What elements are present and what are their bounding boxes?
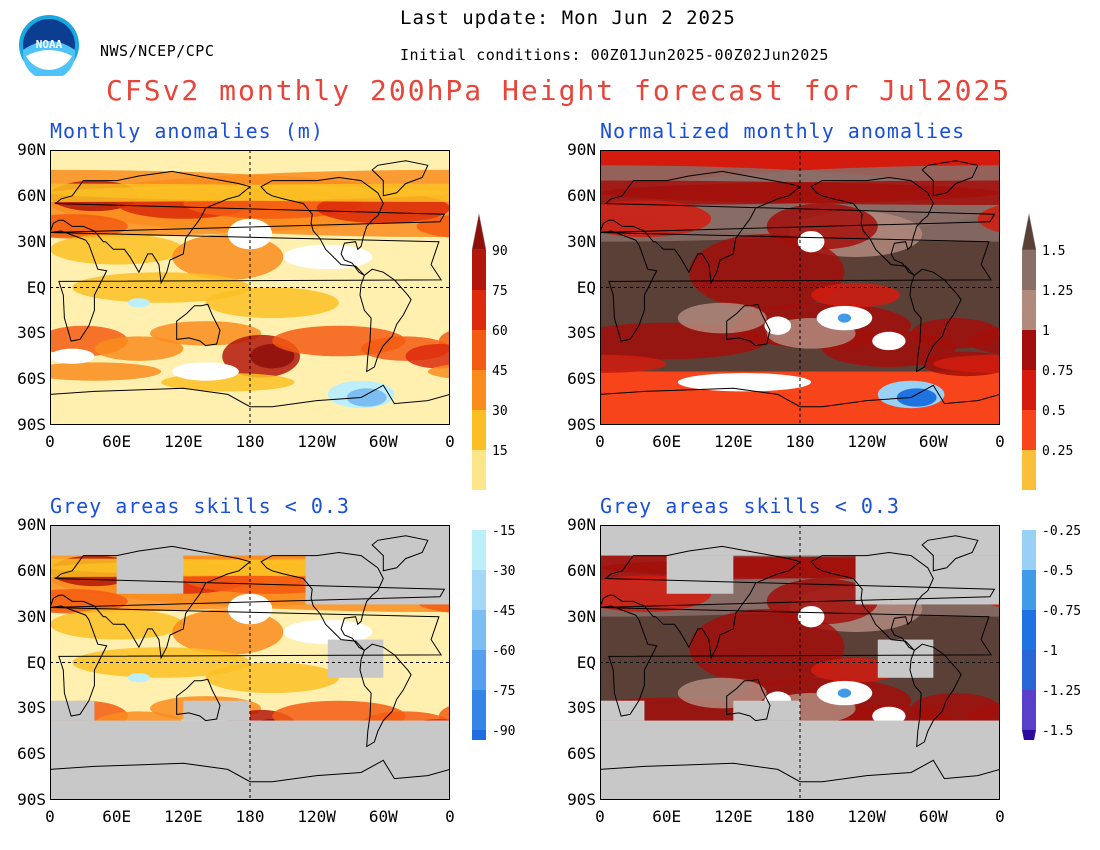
colorbar-label: -45 <box>492 604 515 619</box>
lon-tick-label: 180 <box>235 432 265 451</box>
map-skill-normalized <box>600 525 1000 800</box>
lon-tick-label: 0 <box>595 807 605 826</box>
colorbar-label: -0.5 <box>1042 564 1073 579</box>
lon-tick-label: 0 <box>45 432 55 451</box>
map-monthly-anomalies <box>50 150 450 425</box>
lon-tick-label: 120E <box>714 432 753 451</box>
lat-tick-label: 60S <box>567 369 596 389</box>
lat-tick-label: 90S <box>567 415 596 434</box>
colorbar-label: -75 <box>492 684 515 699</box>
lon-tick-label: 0 <box>995 432 1005 451</box>
lon-tick-label: 120W <box>297 432 336 451</box>
colorbar-label: 0.75 <box>1042 364 1073 379</box>
lat-tick-label: 60S <box>567 744 596 764</box>
last-update: Last update: Mon Jun 2 2025 <box>400 7 736 29</box>
panel-title-normalized: Normalized monthly anomalies <box>600 119 966 143</box>
lat-tick-label: 30N <box>17 231 46 251</box>
lat-tick-label: EQ <box>26 277 46 297</box>
lon-tick-label: 60E <box>652 432 682 451</box>
lon-tick-label: 120E <box>164 432 203 451</box>
lat-tick-label: 30S <box>567 323 596 343</box>
map-skill-anomalies <box>50 525 450 800</box>
initial-conditions: Initial conditions: 00Z01Jun2025-00Z02Ju… <box>400 46 829 64</box>
lat-tick-label: EQ <box>576 652 596 672</box>
noaa-logo: NOAA <box>18 14 80 80</box>
colorbar-label: 45 <box>492 364 508 379</box>
panel-title-skill-normalized: Grey areas skills < 0.3 <box>600 494 900 518</box>
colorbar-label: 60 <box>492 324 508 339</box>
colorbar-label: 1.25 <box>1042 284 1073 299</box>
colorbar-normalized: 1.5 1.25 1 0.75 0.5 0.25 -0.25 -0.5 -0.75 -1 -1.25… <box>1021 213 1081 740</box>
lon-tick-label: 0 <box>595 432 605 451</box>
lon-tick-label: 120W <box>297 807 336 826</box>
lat-tick-label: 90S <box>17 415 46 434</box>
lat-tick-label: EQ <box>26 652 46 672</box>
lon-tick-label: 0 <box>445 807 455 826</box>
lon-tick-label: 60W <box>368 807 398 826</box>
colorbar-label: -0.25 <box>1042 524 1081 539</box>
lat-tick-label: 60N <box>567 560 596 580</box>
colorbar-label: 30 <box>492 404 508 419</box>
colorbar-label: -0.75 <box>1042 604 1081 619</box>
lon-tick-label: 120W <box>847 807 886 826</box>
colorbar-label: -1.5 <box>1042 724 1073 739</box>
colorbar-label: -15 <box>492 524 515 539</box>
map-normalized-anomalies <box>600 150 1000 425</box>
lon-tick-label: 60W <box>918 432 948 451</box>
lon-tick-label: 60E <box>102 432 132 451</box>
page-title: CFSv2 monthly 200hPa Height forecast for… <box>106 74 1012 107</box>
lat-tick-label: 90S <box>17 790 46 809</box>
noaa-logo-icon: NOAA <box>19 15 79 80</box>
colorbar-label: 75 <box>492 284 508 299</box>
colorbar-label: 0.25 <box>1042 444 1073 459</box>
lat-tick-label: EQ <box>576 277 596 297</box>
lon-tick-label: 120E <box>164 807 203 826</box>
lon-tick-label: 120W <box>847 432 886 451</box>
agency-label: NWS/NCEP/CPC <box>100 42 215 60</box>
colorbar-label: 90 <box>492 244 508 259</box>
svg-text:NOAA: NOAA <box>36 38 63 51</box>
lon-tick-label: 0 <box>995 807 1005 826</box>
lon-tick-label: 120E <box>714 807 753 826</box>
lat-tick-label: 60N <box>17 185 46 205</box>
lat-tick-label: 60N <box>17 560 46 580</box>
colorbar-label: 0.5 <box>1042 404 1065 419</box>
lat-tick-label: 60N <box>567 185 596 205</box>
colorbar-label: -1.25 <box>1042 684 1081 699</box>
lat-tick-label: 30S <box>17 698 46 718</box>
lat-tick-label: 90N <box>17 515 46 534</box>
panel-title-skill-anomalies: Grey areas skills < 0.3 <box>50 494 350 518</box>
colorbar-label: -60 <box>492 644 515 659</box>
lat-tick-label: 90N <box>567 515 596 534</box>
lat-tick-label: 90S <box>567 790 596 809</box>
lat-tick-label: 30S <box>567 698 596 718</box>
colorbar-label: -30 <box>492 564 515 579</box>
lon-tick-label: 0 <box>45 807 55 826</box>
lat-tick-label: 90N <box>567 140 596 159</box>
lat-tick-label: 30N <box>567 606 596 626</box>
lat-tick-label: 30N <box>17 606 46 626</box>
colorbar-label: 1 <box>1042 324 1050 339</box>
lon-tick-label: 60W <box>368 432 398 451</box>
colorbar-label: 15 <box>492 444 508 459</box>
lat-tick-label: 30N <box>567 231 596 251</box>
lat-tick-label: 90N <box>17 140 46 159</box>
lat-tick-label: 60S <box>17 369 46 389</box>
colorbar-anomaly: 90 75 60 45 30 15 -15 -30 -45 -60 -75 -90 <box>471 213 515 740</box>
colorbar-label: -1 <box>1042 644 1058 659</box>
colorbar-label: -90 <box>492 724 515 739</box>
lon-tick-label: 0 <box>445 432 455 451</box>
lon-tick-label: 180 <box>785 807 815 826</box>
lat-tick-label: 30S <box>17 323 46 343</box>
lon-tick-label: 180 <box>785 432 815 451</box>
lon-tick-label: 60E <box>102 807 132 826</box>
panel-title-anomalies: Monthly anomalies (m) <box>50 119 324 143</box>
lon-tick-label: 60W <box>918 807 948 826</box>
lat-tick-label: 60S <box>17 744 46 764</box>
lon-tick-label: 180 <box>235 807 265 826</box>
lon-tick-label: 60E <box>652 807 682 826</box>
colorbar-label: 1.5 <box>1042 244 1065 259</box>
